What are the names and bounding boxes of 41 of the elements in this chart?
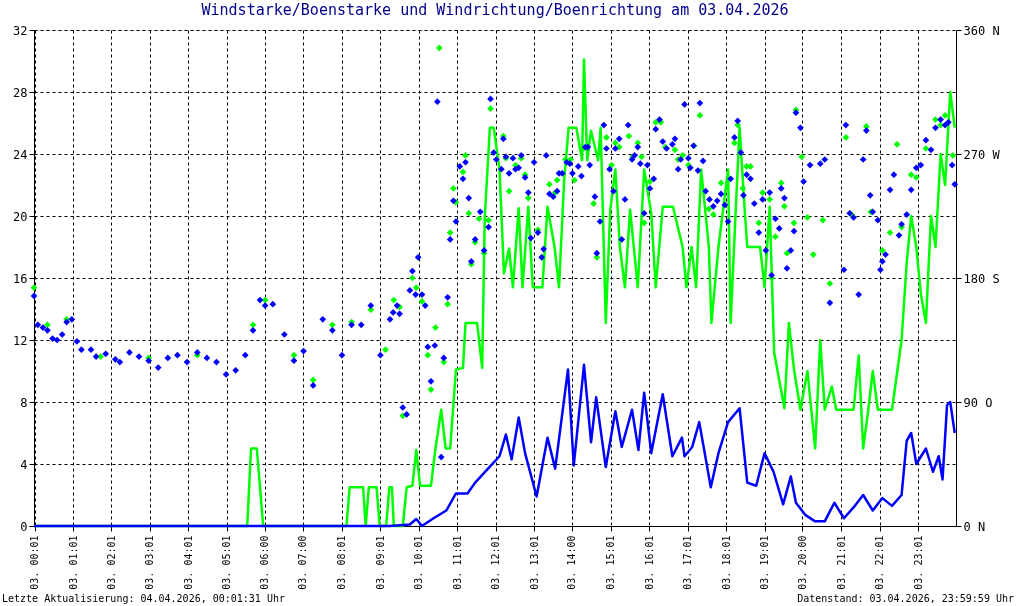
x-tick-label: 03. 14:00 <box>566 535 578 590</box>
x-tick-label: 03. 06:00 <box>259 535 270 590</box>
text: Letzte Aktualisierung: 04.04.2026, 00:01:31 Uhr <box>2 593 285 604</box>
x-tick-label: 03. 17:01 <box>682 535 694 590</box>
x-tick-label: 03. 02:01 <box>105 535 117 590</box>
chart-title: Windstarke/Boenstarke und Windrichtung/Boenrichtung am 03.04.2026 <box>201 1 789 19</box>
y-tick-label: 28 <box>13 85 28 100</box>
x-tick-label: 03. 19:01 <box>759 535 771 590</box>
y2-tick-label: 0 N <box>963 519 986 534</box>
x-tick-label: 03. 05:01 <box>221 535 233 590</box>
x-tick-label: 03. 09:01 <box>374 535 386 590</box>
y-tick-label: 20 <box>13 209 28 224</box>
y-tick-label: 32 <box>13 23 28 38</box>
x-tick-label: 03. 13:01 <box>528 535 540 590</box>
x-tick-label: 03. 00:01 <box>29 535 41 590</box>
x-tick-label: 03. 20:00 <box>796 535 808 590</box>
x-tick-label: 03. 18:01 <box>720 535 732 590</box>
y-tick-label: 12 <box>13 333 28 348</box>
y-tick-label: 16 <box>13 271 28 286</box>
x-tick-label: 03. 03:01 <box>144 535 156 590</box>
x-tick-label: 03. 10:01 <box>413 535 425 590</box>
x-tick-label: 03. 04:01 <box>182 535 194 590</box>
x-tick-label: 03. 22:01 <box>874 535 886 590</box>
y-tick-label: 24 <box>13 147 28 162</box>
y-tick-label: 0 <box>20 519 28 534</box>
x-tick-label: 03. 23:01 <box>912 535 924 590</box>
x-tick-label: 03. 21:01 <box>835 535 847 590</box>
x-tick-label: 03. 01:01 <box>67 535 79 590</box>
y2-tick-label: 360 N <box>963 23 1000 38</box>
x-tick-label: 03. 12:01 <box>490 535 502 590</box>
y2-tick-label: 180 S <box>963 271 1000 286</box>
x-tick-label: 03. 16:01 <box>643 535 655 590</box>
x-tick-label: 03. 07:00 <box>297 535 309 590</box>
x-tick-label: 03. 11:01 <box>451 535 463 590</box>
y-tick-label: 4 <box>20 457 28 472</box>
x-tick-label: 03. 08:01 <box>336 535 348 590</box>
text: Datenstand: 03.04.2026, 23:59:59 Uhr <box>797 593 1014 604</box>
y2-tick-label: 270 W <box>963 147 1001 162</box>
y-tick-label: 8 <box>20 395 28 410</box>
x-tick-label: 03. 15:01 <box>605 535 617 590</box>
y2-tick-label: 90 O <box>963 395 993 410</box>
